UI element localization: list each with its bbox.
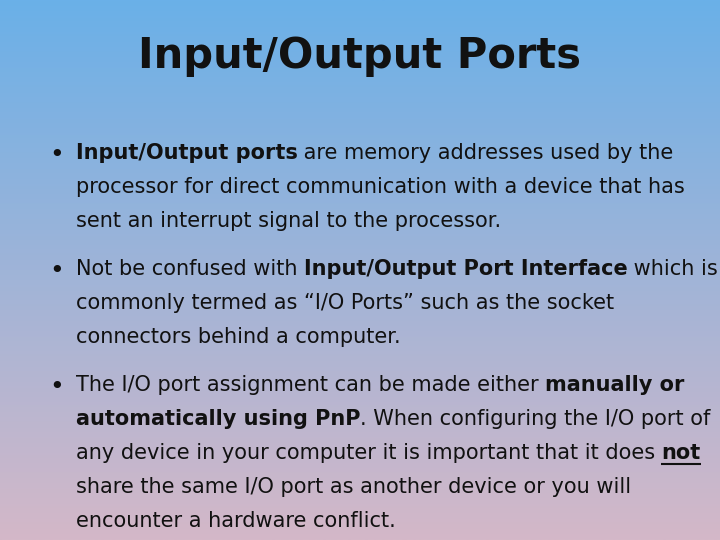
Text: •: • xyxy=(49,259,63,283)
Text: which is: which is xyxy=(627,259,719,279)
Text: Input/Output ports: Input/Output ports xyxy=(76,143,297,163)
Text: Input/Output Port Interface: Input/Output Port Interface xyxy=(304,259,627,279)
Text: connectors behind a computer.: connectors behind a computer. xyxy=(76,327,400,347)
Text: automatically using PnP: automatically using PnP xyxy=(76,409,360,429)
Text: are memory addresses used by the: are memory addresses used by the xyxy=(297,143,674,163)
Text: Not be confused with: Not be confused with xyxy=(76,259,304,279)
Text: any device in your computer it is important that it does: any device in your computer it is import… xyxy=(76,443,662,463)
Text: commonly termed as “I/O Ports” such as the socket: commonly termed as “I/O Ports” such as t… xyxy=(76,293,613,313)
Text: encounter a hardware conflict.: encounter a hardware conflict. xyxy=(76,511,395,531)
Text: share the same I/O port as another device or you will: share the same I/O port as another devic… xyxy=(76,477,631,497)
Text: •: • xyxy=(49,143,63,167)
Text: processor for direct communication with a device that has: processor for direct communication with … xyxy=(76,177,684,197)
Text: sent an interrupt signal to the processor.: sent an interrupt signal to the processo… xyxy=(76,211,500,231)
Text: •: • xyxy=(49,375,63,399)
Text: not: not xyxy=(662,443,701,463)
Text: The I/O port assignment can be made either: The I/O port assignment can be made eith… xyxy=(76,375,545,395)
Text: . When configuring the I/O port of: . When configuring the I/O port of xyxy=(360,409,711,429)
Text: manually or: manually or xyxy=(545,375,684,395)
Text: Input/Output Ports: Input/Output Ports xyxy=(138,35,582,77)
